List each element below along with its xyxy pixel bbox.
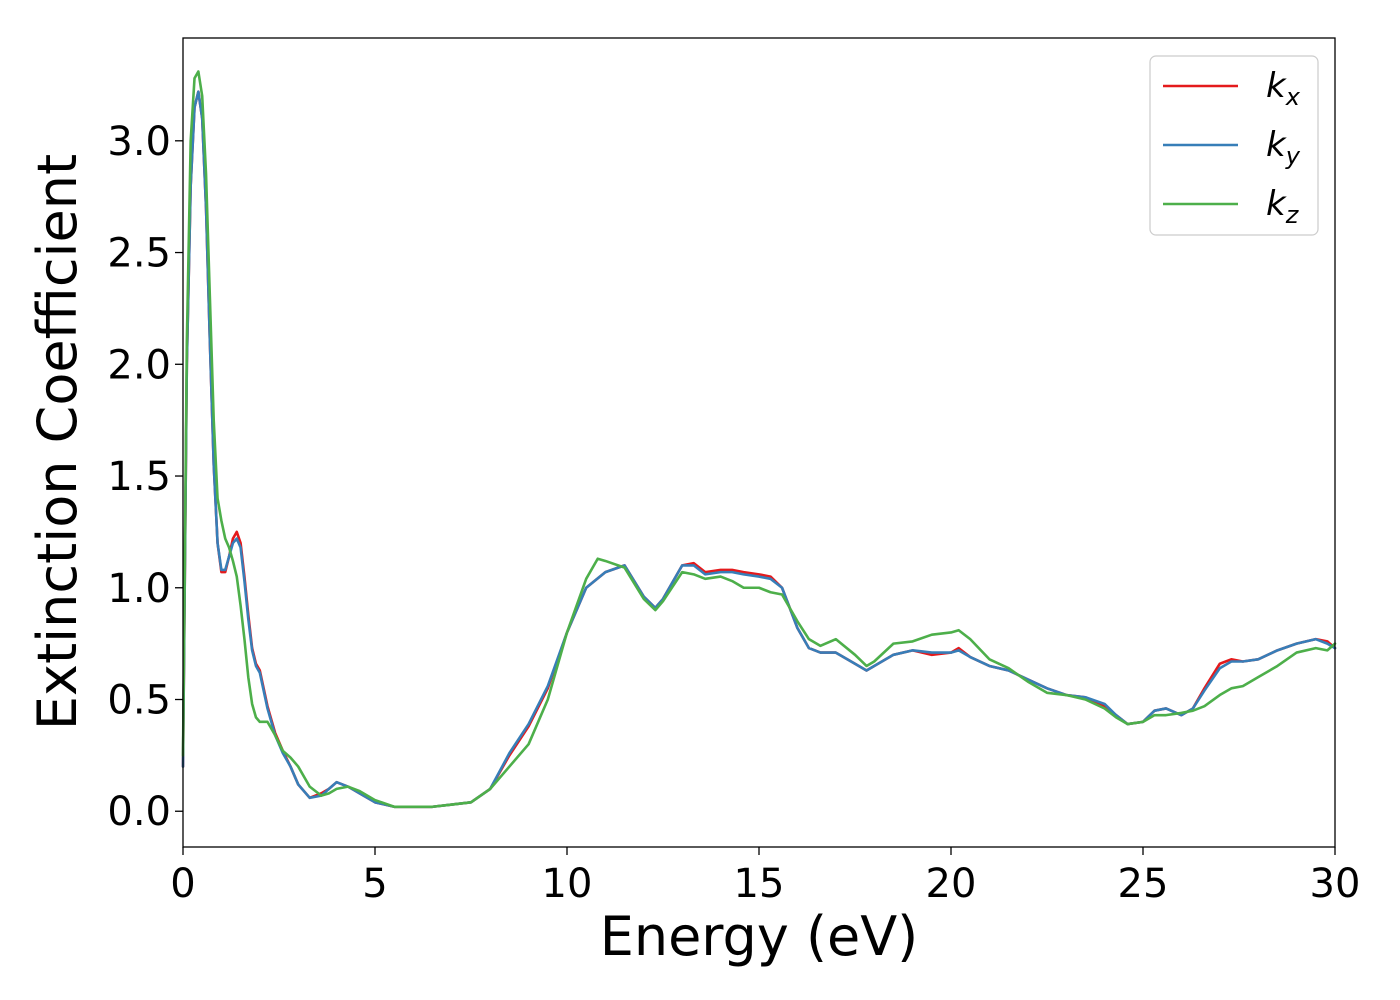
x-tick-label: 30 (1310, 861, 1361, 907)
x-tick-label: 15 (734, 861, 785, 907)
x-tick-label: 20 (926, 861, 977, 907)
x-tick-label: 5 (362, 861, 387, 907)
y-tick-label: 2.5 (107, 231, 171, 277)
y-tick-label: 1.5 (107, 454, 171, 500)
legend-label-kz: kz (1266, 184, 1300, 229)
legend-label-kx: kx (1266, 66, 1301, 111)
series-layer (181, 70, 1337, 809)
x-tick-label: 0 (170, 861, 195, 907)
y-axis-ticks: 0.0 0.5 1.0 1.5 2.0 2.5 3.0 (107, 119, 183, 835)
legend-label-ky: ky (1266, 125, 1301, 170)
legend: kx ky kz (1149, 55, 1319, 236)
y-tick-label: 0.0 (107, 789, 171, 835)
x-axis-ticks: 0 5 10 15 20 25 30 (170, 847, 1360, 907)
x-axis-label: Energy (eV) (600, 905, 919, 968)
y-tick-label: 2.0 (107, 342, 171, 388)
x-tick-label: 10 (542, 861, 593, 907)
y-tick-label: 3.0 (107, 119, 171, 165)
legend-entries: kx ky kz (1163, 66, 1301, 229)
y-tick-label: 1.0 (107, 566, 171, 612)
x-tick-label: 25 (1118, 861, 1169, 907)
series-line-kz (181, 70, 1337, 809)
y-tick-label: 0.5 (107, 678, 171, 724)
y-axis-label: Extinction Coefficient (26, 154, 89, 730)
